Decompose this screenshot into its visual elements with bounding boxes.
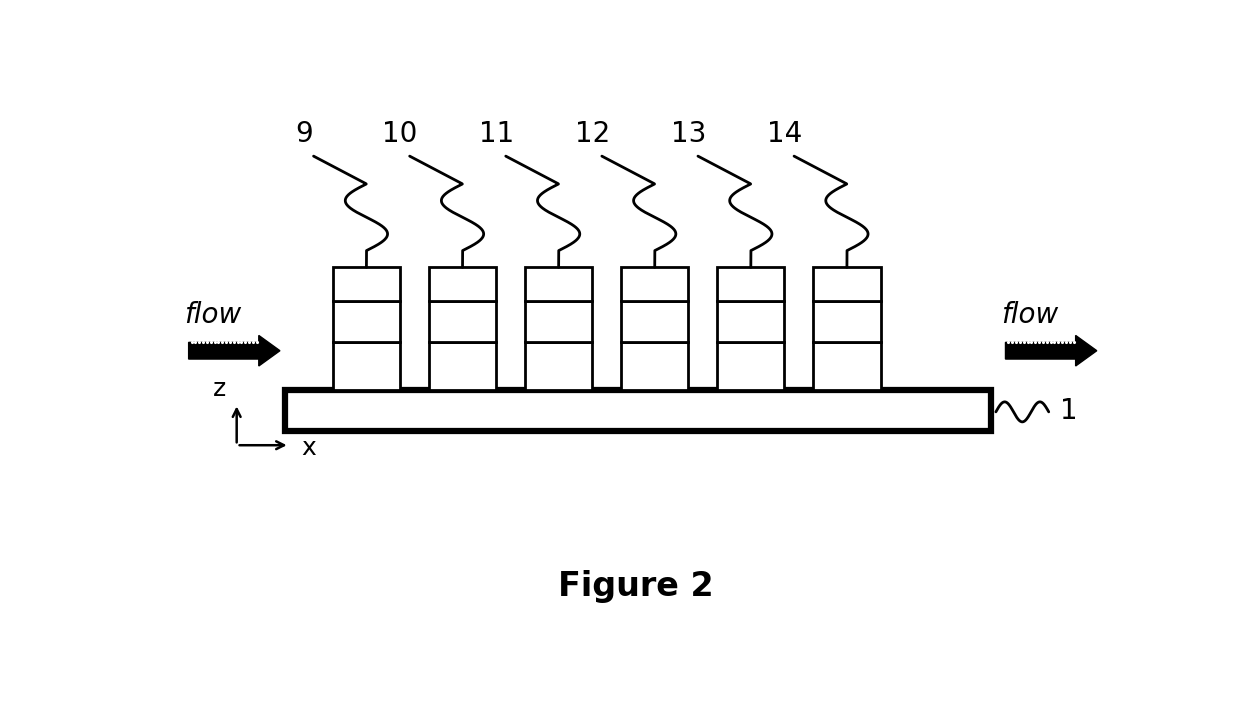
Bar [332, 342, 401, 390]
Bar [717, 267, 785, 300]
Bar [813, 342, 880, 390]
Text: 9: 9 [295, 120, 312, 148]
Bar [525, 267, 593, 300]
Bar [621, 300, 688, 342]
Bar [525, 300, 593, 342]
Text: 1: 1 [1060, 397, 1078, 425]
Text: flow: flow [1001, 300, 1058, 329]
Text: x: x [301, 436, 316, 460]
Text: 13: 13 [671, 120, 706, 148]
Text: 11: 11 [479, 120, 513, 148]
Bar [813, 267, 880, 300]
Bar [717, 342, 785, 390]
Bar [813, 300, 880, 342]
Text: 12: 12 [574, 120, 610, 148]
Text: flow: flow [184, 300, 241, 329]
Text: 10: 10 [382, 120, 418, 148]
FancyArrow shape [1006, 336, 1096, 366]
Bar [621, 342, 688, 390]
Bar [429, 342, 496, 390]
FancyArrow shape [188, 336, 280, 366]
Bar [621, 267, 688, 300]
Text: Figure 2: Figure 2 [558, 570, 713, 604]
Bar [332, 300, 401, 342]
Bar [285, 390, 991, 431]
Bar [332, 267, 401, 300]
Bar [525, 342, 593, 390]
Bar [429, 267, 496, 300]
Text: 14: 14 [766, 120, 802, 148]
Bar [717, 300, 785, 342]
Bar [429, 300, 496, 342]
Text: z: z [213, 377, 226, 401]
